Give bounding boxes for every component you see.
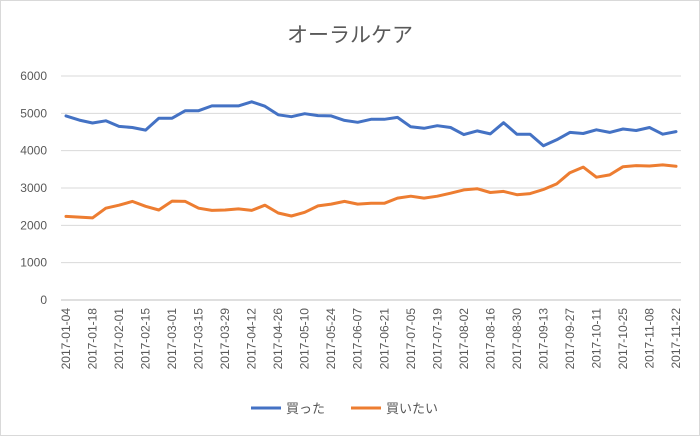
x-tick-label: 2017-03-15	[192, 308, 206, 370]
x-tick-label: 2017-11-08	[642, 308, 656, 369]
legend-label: 買った	[286, 402, 325, 417]
x-tick-label: 2017-07-19	[430, 308, 444, 370]
x-axis: 2017-01-04 2017-01-18 2017-02-01 2017-02-15…	[59, 308, 683, 370]
grid	[61, 75, 681, 301]
x-tick-label: 2017-03-29	[218, 308, 232, 370]
series-line-katta	[64, 100, 678, 148]
x-tick-label: 2017-08-02	[457, 308, 471, 370]
x-tick-label: 2017-05-10	[298, 308, 312, 370]
x-tick-label: 2017-04-26	[271, 308, 285, 370]
x-tick-label: 2017-02-01	[112, 308, 126, 370]
x-tick-label: 2017-02-15	[139, 308, 153, 370]
x-tick-label: 2017-01-04	[59, 308, 73, 370]
x-tick-label: 2017-04-12	[245, 308, 259, 370]
x-tick-label: 2017-10-25	[616, 308, 630, 370]
x-tick-label: 2017-09-27	[563, 308, 577, 370]
legend: 買った 買いたい	[251, 402, 438, 417]
x-tick-label: 2017-06-07	[351, 308, 365, 370]
x-tick-label: 2017-11-22	[669, 308, 683, 369]
x-tick-label: 2017-05-24	[324, 308, 338, 370]
series-group	[64, 100, 678, 220]
x-tick-label: 2017-09-13	[536, 308, 550, 370]
series-line-kaitai	[64, 163, 678, 220]
x-tick-label: 2017-03-01	[165, 308, 179, 370]
x-tick-label: 2017-06-21	[377, 308, 391, 370]
y-tick-label: 5000	[20, 106, 47, 120]
x-tick-label: 2017-08-16	[483, 308, 497, 370]
y-axis: 0 1000 2000 3000 4000 5000 6000	[20, 69, 47, 307]
y-tick-label: 4000	[20, 144, 47, 158]
y-tick-label: 2000	[20, 218, 47, 232]
y-tick-label: 6000	[20, 69, 47, 83]
x-tick-label: 2017-07-05	[404, 308, 418, 370]
legend-label: 買いたい	[386, 402, 438, 417]
x-tick-label: 2017-01-18	[86, 308, 100, 370]
y-tick-label: 1000	[20, 256, 47, 270]
y-tick-label: 0	[40, 293, 47, 307]
chart-title: オーラルケア	[287, 23, 413, 47]
x-tick-label: 2017-08-30	[510, 308, 524, 370]
y-tick-label: 3000	[20, 181, 47, 195]
x-tick-label: 2017-10-11	[589, 308, 603, 369]
